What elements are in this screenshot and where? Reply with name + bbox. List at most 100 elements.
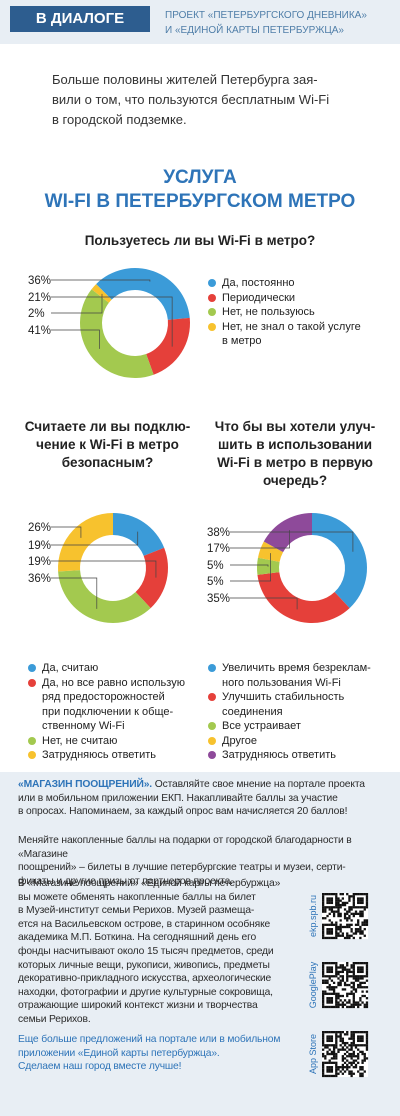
- qr-module: [343, 1070, 347, 1073]
- qr-module: [328, 1070, 331, 1073]
- qr-module: [337, 1050, 340, 1054]
- qr-module: [335, 1003, 338, 1006]
- qr-module: [328, 1052, 331, 1056]
- qr-module: [346, 910, 349, 913]
- legend-item: Другое: [208, 734, 393, 749]
- qr-module: [324, 990, 327, 993]
- legend-swatch: [208, 308, 216, 316]
- qr-module: [359, 1068, 362, 1071]
- qr-module: [357, 1048, 360, 1051]
- qr-module: [330, 910, 334, 913]
- qr-module: [357, 1035, 360, 1038]
- qr-module: [361, 912, 364, 916]
- legend-swatch: [28, 664, 36, 672]
- qr-module: [361, 975, 364, 978]
- qr-module: [359, 966, 362, 969]
- qr-module: [337, 914, 340, 918]
- qr-module: [350, 1070, 353, 1073]
- qr-module: [357, 1003, 360, 1006]
- qr-module: [361, 930, 364, 933]
- qr-module: [337, 1035, 340, 1038]
- qr-module: [322, 981, 325, 985]
- qr-module: [361, 970, 364, 974]
- qr-module: [352, 977, 355, 980]
- qr-module: [341, 903, 345, 907]
- qr-module: [341, 1046, 345, 1049]
- legend-item: Да, постоянно: [208, 276, 388, 291]
- qr-module: [357, 1037, 360, 1040]
- qr-module: [365, 895, 369, 898]
- qr-module: [339, 914, 342, 918]
- qr-module: [357, 919, 360, 922]
- qr-module: [350, 992, 353, 995]
- qr-module: [352, 1061, 355, 1064]
- qr-module: [326, 899, 329, 902]
- footer-paragraph: Меняйте накопленные баллы на подарки от …: [18, 835, 352, 887]
- qr-module: [335, 910, 338, 913]
- qr-module: [339, 934, 342, 937]
- qr-module: [326, 1037, 329, 1040]
- qr-module: [322, 994, 325, 998]
- qr-module: [357, 1061, 360, 1064]
- qr-module: [350, 895, 353, 898]
- qr-module: [350, 908, 353, 911]
- qr-module: [326, 962, 329, 965]
- qr-module: [357, 921, 360, 924]
- qr-module: [335, 992, 338, 995]
- qr-label: App Store: [308, 1034, 318, 1074]
- qr-module: [352, 1001, 355, 1004]
- qr-module: [328, 936, 331, 940]
- qr-module: [324, 906, 327, 909]
- qr-module: [346, 919, 349, 922]
- qr-module: [332, 893, 336, 896]
- legend-label: Нет, не знал о такой услуге в метро: [222, 320, 361, 348]
- qr-module: [330, 1005, 334, 1009]
- qr-module: [343, 983, 347, 987]
- qr-module: [343, 988, 347, 991]
- qr-module: [341, 977, 345, 980]
- qr-module: [322, 923, 325, 926]
- legend-swatch: [208, 279, 216, 287]
- qr-module: [365, 921, 369, 924]
- qr-module: [359, 968, 362, 971]
- qr-module: [348, 1061, 351, 1064]
- chart-title: Что бы вы хотели улуч- шить в использова…: [214, 419, 376, 488]
- qr-module: [322, 930, 325, 933]
- qr-module: [352, 1066, 355, 1069]
- qr-module: [328, 992, 331, 995]
- qr-module: [335, 1068, 338, 1071]
- qr-module: [363, 919, 366, 922]
- qr-module: [335, 1037, 338, 1040]
- legend-label: Затрудняюсь ответить: [222, 749, 337, 761]
- qr-module: [348, 923, 351, 926]
- legend-label: Да, постоянно: [222, 277, 295, 289]
- qr-module: [324, 962, 327, 965]
- qr-module: [365, 1046, 369, 1049]
- qr-module: [363, 1052, 366, 1056]
- qr-module: [324, 910, 327, 913]
- qr-module: [359, 986, 362, 989]
- qr-module: [339, 903, 342, 907]
- qr-module: [337, 1072, 340, 1075]
- qr-module: [354, 990, 358, 993]
- qr-module: [359, 899, 362, 902]
- qr-module: [339, 981, 342, 985]
- qr-module: [335, 923, 338, 926]
- qr-module: [354, 932, 358, 935]
- qr-module: [328, 1031, 331, 1034]
- qr-module: [361, 994, 364, 998]
- qr-module: [322, 990, 325, 993]
- qr-module: [346, 983, 349, 987]
- qr-module: [328, 968, 331, 971]
- qr-module: [352, 988, 355, 991]
- qr-module: [346, 992, 349, 995]
- qr-module: [335, 1031, 338, 1034]
- legend-swatch: [28, 678, 36, 687]
- qr-module: [343, 1048, 347, 1051]
- qr-module: [335, 970, 338, 974]
- qr-module: [354, 893, 358, 896]
- qr-module: [339, 893, 342, 896]
- qr-module: [350, 970, 353, 974]
- qr-module: [341, 1068, 345, 1071]
- qr-module: [359, 893, 362, 896]
